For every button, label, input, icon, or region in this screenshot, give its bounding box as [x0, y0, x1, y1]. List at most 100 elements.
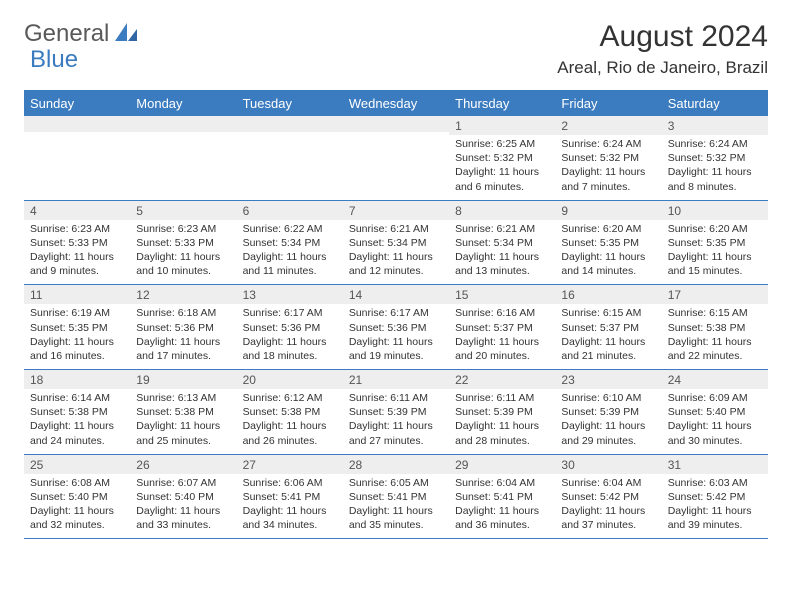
day-content	[130, 135, 236, 189]
daylight-text: Daylight: 11 hours and 7 minutes.	[561, 165, 655, 193]
day-content: Sunrise: 6:14 AMSunset: 5:38 PMDaylight:…	[24, 389, 130, 454]
daylight-text: Daylight: 11 hours and 20 minutes.	[455, 335, 549, 363]
day-number: 13	[237, 285, 343, 304]
daylight-text: Daylight: 11 hours and 15 minutes.	[668, 250, 762, 278]
daylight-text: Daylight: 11 hours and 32 minutes.	[30, 504, 124, 532]
daylight-text: Daylight: 11 hours and 14 minutes.	[561, 250, 655, 278]
daylight-text: Daylight: 11 hours and 18 minutes.	[243, 335, 337, 363]
sunrise-text: Sunrise: 6:16 AM	[455, 306, 549, 320]
daylight-text: Daylight: 11 hours and 33 minutes.	[136, 504, 230, 532]
logo: General	[24, 20, 141, 48]
day-header: Monday	[130, 91, 236, 117]
calendar-table: Sunday Monday Tuesday Wednesday Thursday…	[24, 90, 768, 539]
sunset-text: Sunset: 5:36 PM	[243, 321, 337, 335]
daylight-text: Daylight: 11 hours and 34 minutes.	[243, 504, 337, 532]
title-block: August 2024 Areal, Rio de Janeiro, Brazi…	[557, 20, 768, 78]
sunrise-text: Sunrise: 6:08 AM	[30, 476, 124, 490]
day-content: Sunrise: 6:21 AMSunset: 5:34 PMDaylight:…	[449, 220, 555, 285]
day-number: 25	[24, 455, 130, 474]
day-content: Sunrise: 6:09 AMSunset: 5:40 PMDaylight:…	[662, 389, 768, 454]
day-number: 10	[662, 201, 768, 220]
day-content: Sunrise: 6:15 AMSunset: 5:38 PMDaylight:…	[662, 304, 768, 369]
sunset-text: Sunset: 5:39 PM	[349, 405, 443, 419]
sunrise-text: Sunrise: 6:13 AM	[136, 391, 230, 405]
daylight-text: Daylight: 11 hours and 26 minutes.	[243, 419, 337, 447]
daylight-text: Daylight: 11 hours and 16 minutes.	[30, 335, 124, 363]
day-number: 31	[662, 455, 768, 474]
day-number	[343, 116, 449, 132]
day-header: Sunday	[24, 91, 130, 117]
week-daynum-row: 123	[24, 116, 768, 135]
daylight-text: Daylight: 11 hours and 28 minutes.	[455, 419, 549, 447]
sunrise-text: Sunrise: 6:06 AM	[243, 476, 337, 490]
sunrise-text: Sunrise: 6:23 AM	[30, 222, 124, 236]
day-number	[237, 116, 343, 132]
day-number: 19	[130, 370, 236, 389]
day-number: 7	[343, 201, 449, 220]
sunrise-text: Sunrise: 6:04 AM	[561, 476, 655, 490]
week-content-row: Sunrise: 6:23 AMSunset: 5:33 PMDaylight:…	[24, 220, 768, 285]
sunrise-text: Sunrise: 6:14 AM	[30, 391, 124, 405]
sunrise-text: Sunrise: 6:11 AM	[349, 391, 443, 405]
day-number: 2	[555, 116, 661, 135]
sunrise-text: Sunrise: 6:12 AM	[243, 391, 337, 405]
day-number	[130, 116, 236, 132]
day-content: Sunrise: 6:11 AMSunset: 5:39 PMDaylight:…	[343, 389, 449, 454]
day-number: 27	[237, 455, 343, 474]
sunrise-text: Sunrise: 6:20 AM	[561, 222, 655, 236]
daylight-text: Daylight: 11 hours and 12 minutes.	[349, 250, 443, 278]
sunset-text: Sunset: 5:40 PM	[668, 405, 762, 419]
sunset-text: Sunset: 5:34 PM	[243, 236, 337, 250]
day-number: 16	[555, 285, 661, 304]
sunrise-text: Sunrise: 6:09 AM	[668, 391, 762, 405]
daylight-text: Daylight: 11 hours and 35 minutes.	[349, 504, 443, 532]
week-daynum-row: 25262728293031	[24, 454, 768, 474]
sunset-text: Sunset: 5:40 PM	[136, 490, 230, 504]
sunrise-text: Sunrise: 6:03 AM	[668, 476, 762, 490]
day-number: 28	[343, 455, 449, 474]
sunset-text: Sunset: 5:34 PM	[349, 236, 443, 250]
sunrise-text: Sunrise: 6:05 AM	[349, 476, 443, 490]
day-header: Tuesday	[237, 91, 343, 117]
week-content-row: Sunrise: 6:08 AMSunset: 5:40 PMDaylight:…	[24, 474, 768, 539]
sunset-text: Sunset: 5:38 PM	[243, 405, 337, 419]
day-content: Sunrise: 6:12 AMSunset: 5:38 PMDaylight:…	[237, 389, 343, 454]
daylight-text: Daylight: 11 hours and 6 minutes.	[455, 165, 549, 193]
day-content: Sunrise: 6:24 AMSunset: 5:32 PMDaylight:…	[555, 135, 661, 200]
calendar-body: 123Sunrise: 6:25 AMSunset: 5:32 PMDaylig…	[24, 116, 768, 539]
sunrise-text: Sunrise: 6:23 AM	[136, 222, 230, 236]
day-header: Wednesday	[343, 91, 449, 117]
week-daynum-row: 45678910	[24, 200, 768, 220]
week-daynum-row: 11121314151617	[24, 285, 768, 305]
day-content: Sunrise: 6:23 AMSunset: 5:33 PMDaylight:…	[130, 220, 236, 285]
day-content: Sunrise: 6:06 AMSunset: 5:41 PMDaylight:…	[237, 474, 343, 539]
day-header: Saturday	[662, 91, 768, 117]
sunset-text: Sunset: 5:41 PM	[349, 490, 443, 504]
day-number: 24	[662, 370, 768, 389]
sunset-text: Sunset: 5:42 PM	[668, 490, 762, 504]
sunset-text: Sunset: 5:35 PM	[668, 236, 762, 250]
sunrise-text: Sunrise: 6:20 AM	[668, 222, 762, 236]
daylight-text: Daylight: 11 hours and 9 minutes.	[30, 250, 124, 278]
logo-text-blue: Blue	[30, 46, 78, 74]
logo-text-general: General	[24, 20, 109, 48]
sunset-text: Sunset: 5:33 PM	[30, 236, 124, 250]
sunset-text: Sunset: 5:41 PM	[455, 490, 549, 504]
sunrise-text: Sunrise: 6:11 AM	[455, 391, 549, 405]
sunset-text: Sunset: 5:34 PM	[455, 236, 549, 250]
day-number: 11	[24, 285, 130, 304]
day-number: 8	[449, 201, 555, 220]
sunrise-text: Sunrise: 6:15 AM	[561, 306, 655, 320]
sunset-text: Sunset: 5:36 PM	[136, 321, 230, 335]
day-number: 23	[555, 370, 661, 389]
week-content-row: Sunrise: 6:14 AMSunset: 5:38 PMDaylight:…	[24, 389, 768, 454]
day-number: 17	[662, 285, 768, 304]
day-content: Sunrise: 6:24 AMSunset: 5:32 PMDaylight:…	[662, 135, 768, 200]
day-number: 3	[662, 116, 768, 135]
day-content: Sunrise: 6:13 AMSunset: 5:38 PMDaylight:…	[130, 389, 236, 454]
daylight-text: Daylight: 11 hours and 39 minutes.	[668, 504, 762, 532]
day-content: Sunrise: 6:10 AMSunset: 5:39 PMDaylight:…	[555, 389, 661, 454]
daylight-text: Daylight: 11 hours and 36 minutes.	[455, 504, 549, 532]
day-content: Sunrise: 6:20 AMSunset: 5:35 PMDaylight:…	[555, 220, 661, 285]
daylight-text: Daylight: 11 hours and 17 minutes.	[136, 335, 230, 363]
